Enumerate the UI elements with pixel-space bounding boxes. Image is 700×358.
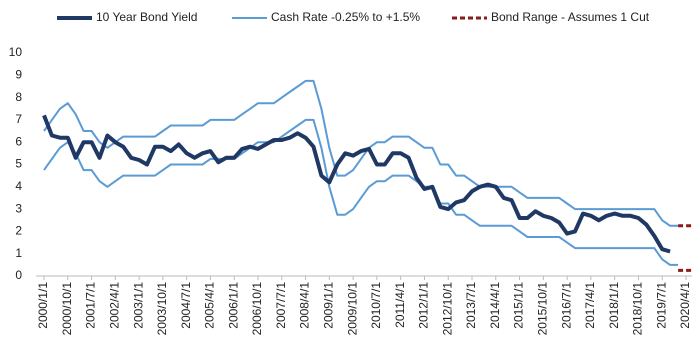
y-tick-label: 6 (15, 134, 22, 148)
y-tick-label: 4 (15, 179, 22, 193)
y-tick-label: 0 (15, 268, 22, 282)
x-tick-label: 2020/4/1 (678, 282, 692, 329)
x-tick-label: 2017/4/1 (583, 282, 597, 329)
y-tick-label: 1 (15, 246, 22, 260)
x-tick-label: 2013/7/1 (464, 282, 478, 329)
x-tick-label: 2000/1/1 (36, 282, 50, 329)
x-tick-label: 2015/10/1 (536, 282, 550, 336)
y-tick-label: 9 (15, 67, 22, 81)
y-tick-label: 8 (15, 90, 22, 104)
x-tick-label: 2019/7/1 (654, 282, 668, 329)
x-tick-label: 2008/4/1 (298, 282, 312, 329)
x-tick-label: 2018/1/1 (607, 282, 621, 329)
x-tick-label: 2000/10/1 (60, 282, 74, 336)
y-tick-label: 10 (9, 45, 23, 59)
x-tick-label: 2016/7/1 (559, 282, 573, 329)
series-line (43, 79, 679, 227)
x-tick-label: 2018/10/1 (631, 282, 645, 336)
x-tick-label: 2014/4/1 (488, 282, 502, 329)
x-tick-label: 2015/1/1 (512, 282, 526, 329)
y-tick-label: 3 (15, 201, 22, 215)
x-tick-label: 2012/1/1 (417, 282, 431, 329)
legend-label: Bond Range - Assumes 1 Cut (491, 10, 650, 24)
series-line (42, 114, 671, 254)
x-tick-label: 2009/10/1 (345, 282, 359, 336)
x-tick-label: 2004/7/1 (179, 282, 193, 329)
y-tick-label: 2 (15, 224, 22, 238)
x-tick-label: 2002/4/1 (108, 282, 122, 329)
x-tick-label: 2003/10/1 (155, 282, 169, 336)
y-tick-label: 5 (15, 157, 22, 171)
x-tick-label: 2001/7/1 (84, 282, 98, 329)
series-line (43, 118, 679, 266)
legend-label: 10 Year Bond Yield (96, 10, 197, 24)
x-tick-label: 2006/10/1 (250, 282, 264, 336)
x-tick-label: 2007/7/1 (274, 282, 288, 329)
x-tick-label: 2011/4/1 (393, 282, 407, 328)
y-tick-label: 7 (15, 112, 22, 126)
x-tick-label: 2006/1/1 (226, 282, 240, 329)
x-tick-label: 2005/4/1 (203, 282, 217, 329)
x-tick-label: 2003/1/1 (131, 282, 145, 329)
x-tick-label: 2010/7/1 (369, 282, 383, 329)
x-tick-label: 2012/10/1 (440, 282, 454, 336)
x-tick-label: 2009/1/1 (322, 282, 336, 329)
legend-label: Cash Rate -0.25% to +1.5% (271, 10, 420, 24)
